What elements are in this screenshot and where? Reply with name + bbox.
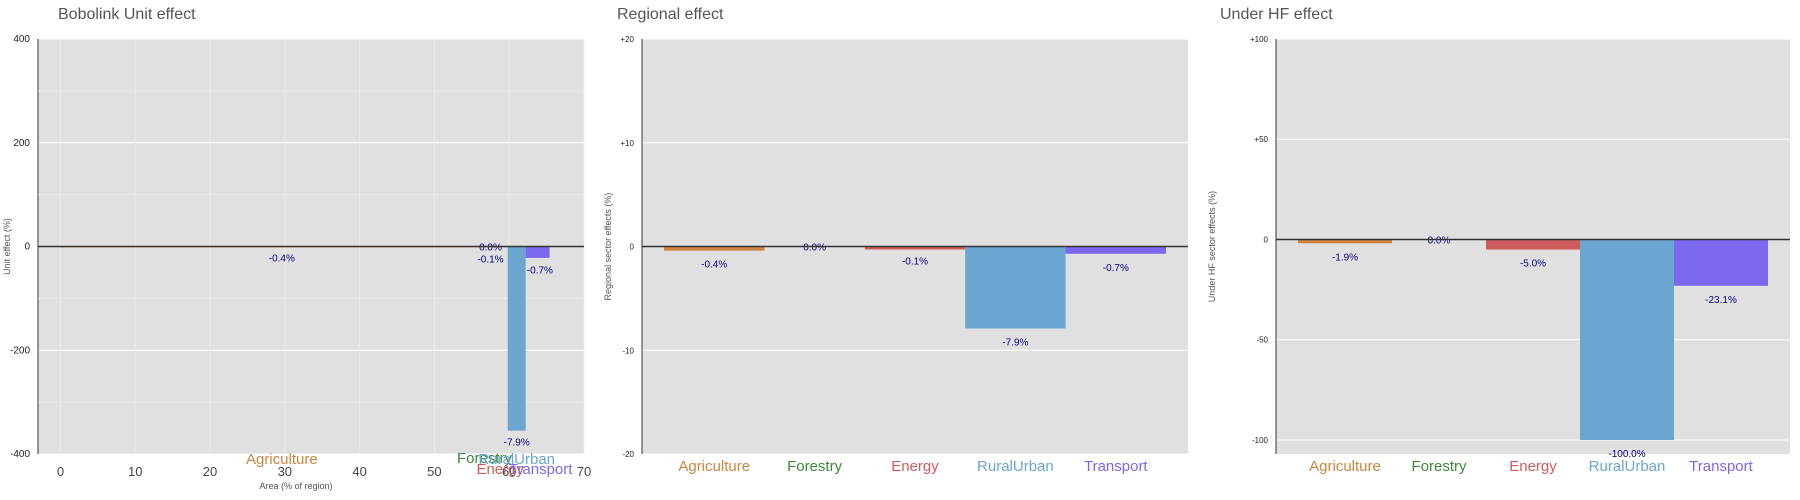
data-label-energy: -0.1% xyxy=(902,257,928,268)
y-tick-label: 0 xyxy=(1264,235,1269,244)
bar-energy xyxy=(864,246,966,250)
y-axis-label: Under HF sector effects (%) xyxy=(1207,191,1217,302)
y-tick-label: -50 xyxy=(1256,336,1268,345)
data-label-agriculture: -1.9% xyxy=(1332,252,1358,263)
category-label-ruralurban: RuralUrban xyxy=(478,451,555,468)
y-tick-label: +20 xyxy=(620,35,634,44)
y-axis-label: Regional sector effects (%) xyxy=(603,193,613,301)
category-label-forestry: Forestry xyxy=(457,450,513,467)
y-tick-label: 0 xyxy=(24,242,30,253)
bar-ruralurban xyxy=(507,246,526,431)
x-tick-label: 70 xyxy=(577,464,591,479)
chart-title-1: Bobolink Unit effect xyxy=(58,6,196,23)
category-label-transport: Transport xyxy=(1084,458,1148,475)
category-label-ruralurban: RuralUrban xyxy=(977,458,1054,475)
y-tick-label: 0 xyxy=(630,243,635,252)
bar-agriculture xyxy=(1298,239,1392,244)
x-axis-label: Area (% of region) xyxy=(260,481,333,491)
data-label-forestry: 0.0% xyxy=(803,243,826,254)
bar-transport xyxy=(1674,239,1768,286)
data-label-agriculture: -0.4% xyxy=(269,254,295,265)
x-tick-label: 20 xyxy=(203,464,217,479)
chart-title-3: Under HF effect xyxy=(1220,6,1333,23)
y-axis-label: Unit effect (%) xyxy=(2,218,12,275)
data-label-forestry: 0.0% xyxy=(479,243,502,254)
data-label-ruralurban: -7.9% xyxy=(504,438,530,449)
chart-title-2: Regional effect xyxy=(617,6,724,23)
bar-energy xyxy=(1486,239,1580,250)
y-tick-label: -10 xyxy=(622,346,634,355)
category-label-energy: Energy xyxy=(1509,458,1557,475)
bar-ruralurban xyxy=(1580,239,1674,440)
category-label-forestry: Forestry xyxy=(1411,458,1467,475)
data-label-ruralurban: -100.0% xyxy=(1608,449,1645,460)
x-tick-label: 60 xyxy=(502,464,516,479)
category-label-transport: Transport xyxy=(1689,458,1753,475)
data-label-ruralurban: -7.9% xyxy=(1002,337,1028,348)
category-label-forestry: Forestry xyxy=(787,458,843,475)
bar-ruralurban xyxy=(965,246,1066,329)
x-tick-label: 50 xyxy=(427,464,441,479)
y-tick-label: -400 xyxy=(10,449,30,460)
x-tick-label: 0 xyxy=(57,464,64,479)
y-tick-label: +100 xyxy=(1250,35,1269,44)
data-label-forestry: 0.0% xyxy=(1428,235,1451,246)
category-label-agriculture: Agriculture xyxy=(1309,458,1381,475)
category-label-agriculture: Agriculture xyxy=(246,451,318,468)
bar-transport xyxy=(1065,246,1166,254)
category-label-agriculture: Agriculture xyxy=(678,458,750,475)
y-tick-label: 200 xyxy=(13,138,30,149)
data-label-transport: -0.7% xyxy=(527,266,553,277)
category-label-ruralurban: RuralUrban xyxy=(1589,458,1666,475)
x-tick-label: 40 xyxy=(352,464,366,479)
y-tick-label: +10 xyxy=(620,139,634,148)
y-tick-label: -100 xyxy=(1252,436,1269,445)
data-label-agriculture: -0.4% xyxy=(701,260,727,271)
y-tick-label: -200 xyxy=(10,345,30,356)
data-label-energy: -0.1% xyxy=(477,255,503,266)
x-tick-label: 30 xyxy=(278,464,292,479)
data-label-transport: -23.1% xyxy=(1705,295,1737,306)
x-tick-label: 10 xyxy=(128,464,142,479)
y-tick-label: -20 xyxy=(622,450,634,459)
category-label-energy: Energy xyxy=(891,458,939,475)
bar-transport xyxy=(525,246,550,258)
y-tick-label: +50 xyxy=(1254,135,1268,144)
category-label-energy: Energy xyxy=(476,461,524,478)
bar-agriculture xyxy=(664,246,765,251)
data-label-transport: -0.7% xyxy=(1103,263,1129,274)
category-label-transport: Transport xyxy=(509,461,573,478)
y-tick-label: 400 xyxy=(13,34,30,45)
data-label-energy: -5.0% xyxy=(1520,259,1546,270)
